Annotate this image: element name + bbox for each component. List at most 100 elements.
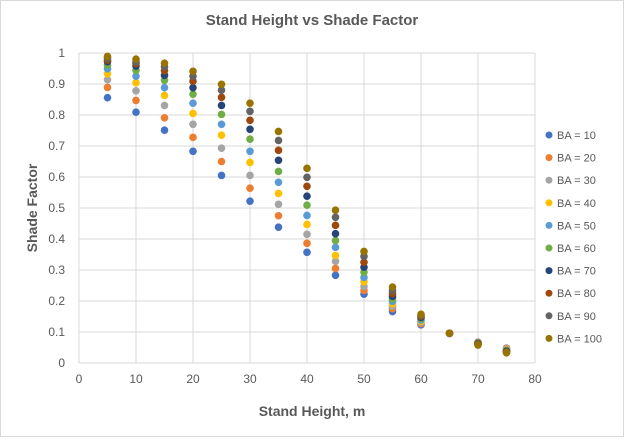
legend-label: BA = 30 [557,175,596,187]
legend-label: BA = 20 [557,153,596,165]
data-point [303,173,311,182]
legend-label: BA = 60 [557,243,596,255]
data-point [246,158,254,167]
data-point [445,329,454,338]
data-point [274,127,283,136]
legend-marker [545,289,553,297]
data-point [331,243,340,252]
y-tick-label: 1 [58,46,65,60]
data-point [274,136,283,145]
data-point [388,283,397,291]
legend-marker [545,267,553,275]
data-point [274,156,283,165]
data-point [189,147,197,156]
y-tick-label: 0.2 [48,294,65,308]
data-point [246,171,254,180]
data-point [132,78,140,87]
data-point [189,83,197,92]
data-point [217,171,226,180]
legend-item: BA = 50 [545,220,596,232]
x-tick-label: 10 [129,372,143,386]
legend-item: BA = 70 [545,266,596,278]
data-point [160,83,169,92]
data-point [189,99,197,108]
data-point [132,55,140,63]
data-point [246,135,254,143]
legend-marker [545,312,553,320]
data-point [274,223,283,232]
data-point [217,144,226,152]
legend-item: BA = 30 [545,175,596,187]
data-point [474,341,482,349]
data-point [217,120,226,129]
chart-title: Stand Height vs Shade Factor [206,12,419,29]
data-point [331,213,340,222]
data-point [160,91,169,100]
legend-item: BA = 80 [545,288,596,300]
data-point [217,110,226,119]
legend-label: BA = 80 [557,288,596,300]
data-point [246,99,254,108]
data-point [189,67,197,76]
y-tick-label: 0.6 [48,170,65,184]
data-point [246,147,254,156]
legend-item: BA = 60 [545,243,596,255]
y-tick-label: 0.1 [48,325,65,339]
x-tick-label: 60 [414,372,428,386]
legend-label: BA = 50 [557,220,596,232]
x-tick-label: 30 [243,372,257,386]
legend-label: BA = 90 [557,311,596,323]
x-tick-labels: 0 10 20 30 40 50 60 70 80 [76,372,542,386]
gridlines [78,52,536,364]
data-point [303,248,311,257]
data-point [331,257,340,266]
legend-item: BA = 100 [545,333,602,345]
x-tick-label: 20 [186,372,200,386]
data-point [246,116,254,125]
data-point [189,90,197,99]
data-point [189,120,197,129]
y-tick-label: 0.5 [48,201,65,215]
data-point [103,52,112,61]
data-point [502,348,511,357]
x-tick-label: 80 [528,372,542,386]
x-tick-label: 40 [300,372,314,386]
x-axis-title: Stand Height, m [259,403,366,419]
y-axis-title: Shade Factor [24,163,40,252]
x-tick-label: 70 [471,372,485,386]
data-point [132,96,140,105]
data-point [103,93,112,102]
data-point [303,192,311,201]
data-point [246,107,254,116]
data-point [331,236,340,245]
data-point [331,271,340,280]
data-point [132,108,140,117]
data-point [303,164,311,173]
data-point [103,83,112,92]
data-point [303,220,311,229]
legend-marker [545,334,553,342]
data-point [246,125,254,134]
legend-marker [545,176,553,184]
data-point [160,113,169,122]
y-tick-label: 0.8 [48,108,65,122]
data-point [217,157,226,166]
y-tick-labels: 0 0.1 0.2 0.3 0.4 0.5 0.6 0.7 0.8 0.9 1 [48,46,65,370]
data-point [189,133,197,142]
data-point [360,273,368,282]
data-point [274,146,283,155]
data-point [274,200,283,209]
data-point [217,86,226,94]
data-point [217,101,226,110]
legend-label: BA = 10 [557,130,596,142]
legend-item: BA = 90 [545,311,596,323]
data-point [274,211,283,220]
data-point [217,93,226,102]
data-point [217,80,226,89]
y-tick-label: 0.9 [48,77,65,91]
data-point [331,206,340,214]
y-tick-label: 0.3 [48,263,65,277]
data-point [331,221,340,230]
